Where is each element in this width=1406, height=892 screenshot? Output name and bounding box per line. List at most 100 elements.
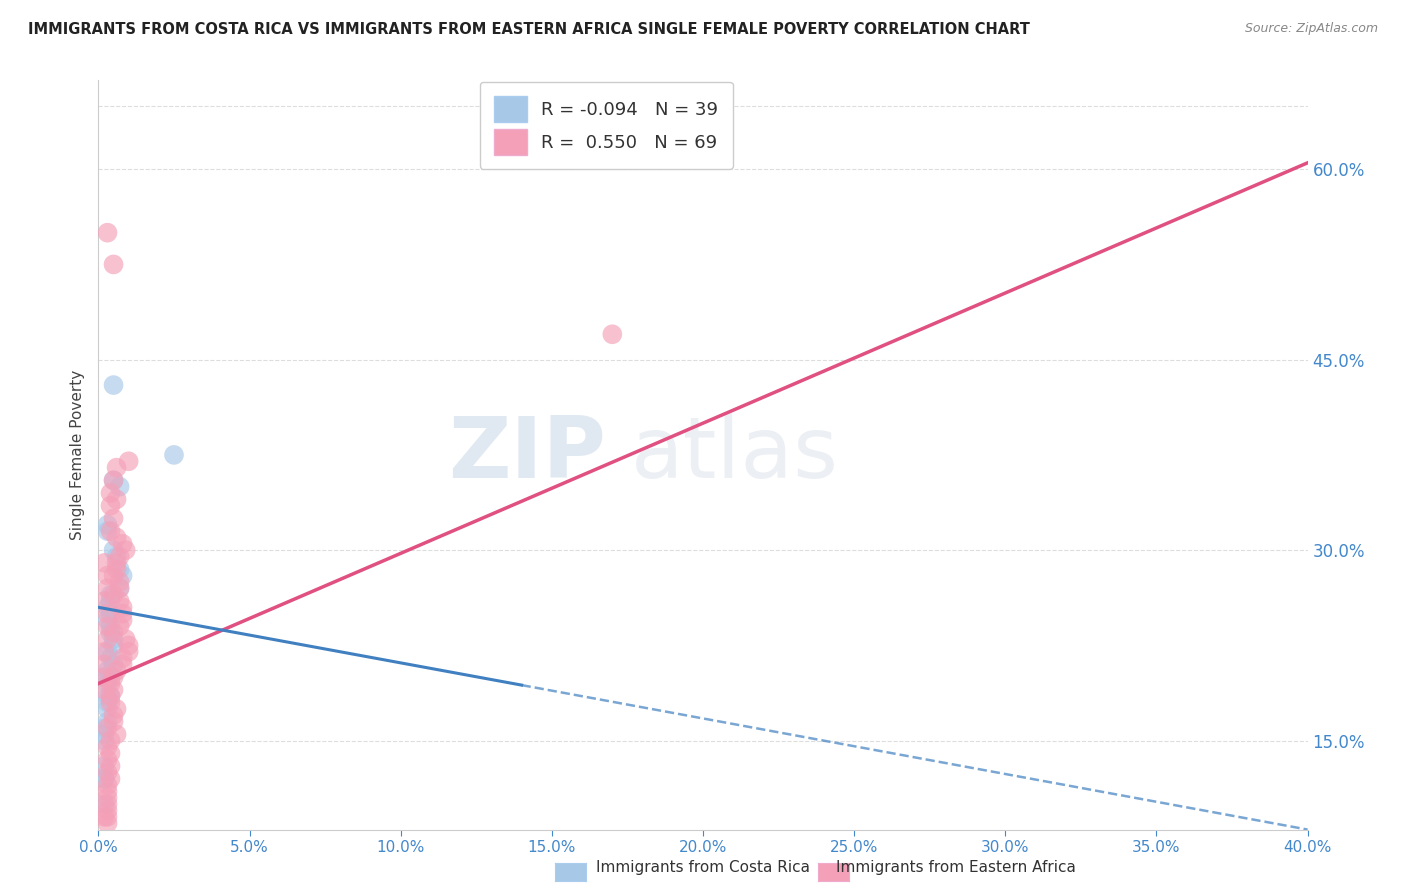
Point: [93, 797, 115, 812]
Point: [100, 524, 122, 538]
Point: [100, 759, 122, 773]
Point: [93, 657, 115, 672]
Point: [103, 378, 125, 392]
Point: [93, 727, 115, 741]
Point: [93, 645, 115, 659]
Point: [96, 784, 118, 798]
Point: [96, 778, 118, 792]
Point: [96, 619, 118, 633]
Point: [100, 607, 122, 621]
Point: [96, 804, 118, 818]
Point: [96, 739, 118, 754]
Point: [100, 588, 122, 602]
Point: [103, 639, 125, 653]
Y-axis label: Single Female Poverty: Single Female Poverty: [69, 370, 84, 540]
Point: [105, 702, 128, 716]
Point: [96, 600, 118, 615]
Text: Immigrants from Eastern Africa: Immigrants from Eastern Africa: [837, 861, 1076, 875]
Point: [100, 690, 122, 704]
Point: [96, 581, 118, 595]
Point: [96, 790, 118, 805]
Point: [108, 594, 131, 608]
Point: [105, 562, 128, 576]
Point: [96, 568, 118, 582]
Point: [108, 549, 131, 564]
Point: [103, 714, 125, 729]
Point: [103, 657, 125, 672]
Point: [93, 721, 115, 735]
Legend: R = -0.094   N = 39, R =  0.550   N = 69: R = -0.094 N = 39, R = 0.550 N = 69: [479, 82, 733, 169]
Point: [114, 543, 136, 558]
Point: [100, 499, 122, 513]
Point: [96, 645, 118, 659]
Point: [108, 581, 131, 595]
Point: [105, 531, 128, 545]
Point: [105, 492, 128, 507]
Text: IMMIGRANTS FROM COSTA RICA VS IMMIGRANTS FROM EASTERN AFRICA SINGLE FEMALE POVER: IMMIGRANTS FROM COSTA RICA VS IMMIGRANTS…: [28, 22, 1031, 37]
Point: [100, 747, 122, 761]
Point: [93, 759, 115, 773]
Point: [96, 753, 118, 767]
Point: [96, 714, 118, 729]
Point: [103, 670, 125, 684]
Point: [105, 727, 128, 741]
Point: [93, 670, 115, 684]
Point: [100, 594, 122, 608]
Text: atlas: atlas: [630, 413, 838, 497]
Point: [103, 473, 125, 487]
Point: [96, 810, 118, 824]
Point: [93, 772, 115, 786]
Point: [108, 562, 131, 576]
Point: [108, 581, 131, 595]
Point: [103, 257, 125, 271]
Point: [100, 676, 122, 690]
Point: [96, 676, 118, 690]
Point: [103, 588, 125, 602]
Point: [108, 480, 131, 494]
Point: [105, 556, 128, 570]
Point: [111, 613, 134, 627]
Point: [93, 682, 115, 697]
Point: [111, 607, 134, 621]
Point: [93, 670, 115, 684]
Point: [96, 816, 118, 830]
Point: [118, 645, 141, 659]
Point: [602, 327, 624, 342]
Point: [118, 639, 141, 653]
Point: [93, 733, 115, 747]
Point: [105, 460, 128, 475]
Point: [96, 632, 118, 646]
Point: [103, 625, 125, 640]
Point: [96, 524, 118, 538]
Point: [100, 619, 122, 633]
Point: [96, 613, 118, 627]
Point: [103, 632, 125, 646]
Point: [105, 549, 128, 564]
Point: [100, 696, 122, 710]
Point: [111, 537, 134, 551]
Point: [96, 765, 118, 780]
Point: [96, 696, 118, 710]
Point: [103, 543, 125, 558]
Point: [96, 517, 118, 532]
Point: [96, 226, 118, 240]
Point: [96, 721, 118, 735]
Point: [96, 797, 118, 812]
Point: [100, 625, 122, 640]
Point: [111, 657, 134, 672]
Point: [103, 473, 125, 487]
Point: [96, 664, 118, 678]
Point: [96, 702, 118, 716]
Point: [103, 682, 125, 697]
Point: [111, 651, 134, 665]
Point: [96, 690, 118, 704]
Point: [100, 772, 122, 786]
Point: [105, 664, 128, 678]
Point: [103, 708, 125, 723]
Point: [118, 454, 141, 468]
Point: [100, 670, 122, 684]
Point: [111, 568, 134, 582]
Point: [100, 651, 122, 665]
Point: [108, 574, 131, 589]
Text: Source: ZipAtlas.com: Source: ZipAtlas.com: [1244, 22, 1378, 36]
